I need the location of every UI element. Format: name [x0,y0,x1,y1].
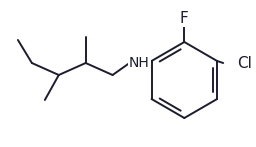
Text: Cl: Cl [237,56,252,71]
Text: F: F [180,10,189,25]
Text: NH: NH [129,56,150,70]
